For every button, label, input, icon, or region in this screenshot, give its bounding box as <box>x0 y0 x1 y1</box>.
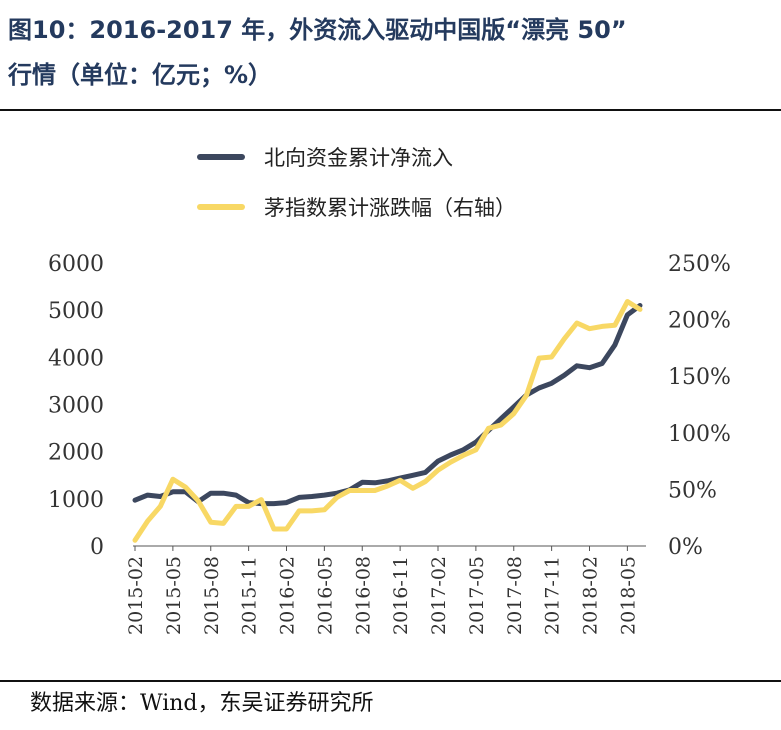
x-tick-label: 2018-05 <box>617 556 639 635</box>
x-tick-label: 2016-05 <box>314 556 336 635</box>
left-tick-label: 0 <box>90 535 104 560</box>
x-tick-label: 2016-11 <box>390 556 412 635</box>
right-tick-label: 50% <box>668 478 717 503</box>
x-tick-label: 2015-11 <box>239 556 261 635</box>
left-tick-label: 2000 <box>48 441 104 466</box>
figure-title: 图10：2016-2017 年，外资流入驱动中国版“漂亮 50” 行情（单位：亿… <box>8 8 773 98</box>
right-tick-label: 0% <box>668 535 703 560</box>
x-tick-label: 2016-08 <box>352 556 374 635</box>
x-tick-label: 2015-08 <box>201 556 223 635</box>
right-tick-label: 100% <box>668 422 731 447</box>
x-tick-label: 2015-02 <box>125 556 147 635</box>
chart-legend: 北向资金累计净流入 茅指数累计涨跌幅（右轴） <box>197 146 516 220</box>
line-chart: 北向资金累计净流入 茅指数累计涨跌幅（右轴） 0 1000 2000 3000 4000… <box>48 146 731 635</box>
x-tick-label: 2017-05 <box>466 556 488 635</box>
series-lines <box>132 299 643 543</box>
left-tick-label: 1000 <box>48 488 104 513</box>
legend-label-north-flow: 北向资金累计净流入 <box>264 146 453 170</box>
left-tick-label: 5000 <box>48 299 104 324</box>
source-note: 数据来源：Wind，东吴证券研究所 <box>30 691 374 716</box>
figure-title-line-1: 图10：2016-2017 年，外资流入驱动中国版“漂亮 50” <box>8 16 627 44</box>
right-tick-label: 200% <box>668 309 731 334</box>
x-tick-label: 2017-08 <box>504 556 526 635</box>
figure-title-line-2: 行情（单位：亿元；%） <box>8 61 273 89</box>
x-tick-label: 2018-02 <box>580 556 602 635</box>
series-mao-index-line <box>132 299 643 543</box>
legend-label-mao-index: 茅指数累计涨跌幅（右轴） <box>264 196 516 220</box>
x-tick-label: 2015-05 <box>163 556 185 635</box>
x-tick-label: 2017-02 <box>428 556 450 635</box>
right-axis-ticks: 0% 50% 100% 150% 200% 250% <box>668 252 731 560</box>
bottom-rule <box>0 680 781 682</box>
left-axis-ticks: 0 1000 2000 3000 4000 5000 6000 <box>48 252 104 560</box>
top-rule <box>0 109 781 111</box>
left-tick-label: 3000 <box>48 394 104 419</box>
left-tick-label: 6000 <box>48 252 104 277</box>
series-north-flow-line <box>132 303 643 507</box>
right-tick-label: 250% <box>668 252 731 277</box>
x-tick-label: 2016-02 <box>277 556 299 635</box>
x-axis-ticks: 2015-02 2015-05 2015-08 2015-11 2016-02 2016-… <box>125 546 639 635</box>
left-tick-label: 4000 <box>48 346 104 371</box>
right-tick-label: 150% <box>668 365 731 390</box>
x-tick-label: 2017-11 <box>542 556 564 635</box>
